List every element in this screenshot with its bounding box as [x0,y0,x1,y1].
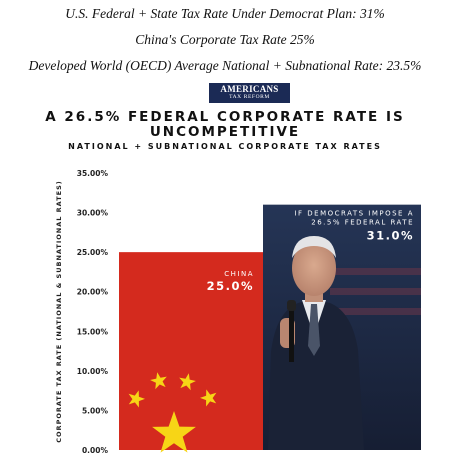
tie [308,304,320,356]
flag-stripe [330,268,421,275]
y-tick-label: 35.00% [77,169,109,178]
y-tick-label: 25.00% [77,248,109,257]
bar-value-china: 25.0% [207,279,254,293]
headline-oecd-rate: Developed World (OECD) Average National … [28,58,422,73]
logo-line-1: AMERICANS [220,84,279,94]
y-tick-label: 10.00% [77,367,109,376]
y-tick-label: 15.00% [77,327,109,336]
bar-label-china: CHINA [224,270,254,278]
flag-small-star-icon [150,372,167,390]
flag-big-star-icon [152,411,196,453]
flag-small-star-icon [200,389,217,407]
y-tick-label: 5.00% [82,406,109,415]
flag-small-star-icon [179,373,196,391]
microphone-icon [289,306,294,362]
chart-subtitle: NATIONAL + SUBNATIONAL CORPORATE TAX RAT… [68,142,382,151]
y-axis: 0.00% 5.00% 10.00% 15.00% 20.00% 25.00% 30.00%… [77,169,109,455]
headline-us-rate: U.S. Federal + State Tax Rate Under Demo… [65,6,385,21]
headline-china-rate: China's Corporate Tax Rate 25% [135,32,315,47]
bar-china [119,252,263,450]
logo-line-2: TAX REFORM [229,94,270,100]
chart-title-line-2: UNCOMPETITIVE [149,124,301,140]
flag-stripe [330,308,421,315]
speaker-photo [268,236,364,450]
bar-label-us: IF DEMOCRATS IMPOSE A [294,210,414,218]
y-tick-label: 0.00% [82,446,109,455]
americans-for-tax-reform-logo: AMERICANS TAX REFORM [209,83,290,103]
y-tick-label: 30.00% [77,209,109,218]
y-tick-label: 20.00% [77,288,109,297]
chart-title-line-1: A 26.5% FEDERAL CORPORATE RATE IS [45,109,405,125]
bar-label-us: 26.5% FEDERAL RATE [311,219,414,227]
head [292,240,336,296]
y-axis-label: CORPORATE TAX RATE (NATIONAL & SUBNATION… [55,180,63,442]
flag-small-star-icon [128,390,145,408]
bar-value-us: 31.0% [367,229,414,243]
flag-stripe [330,288,421,295]
hair [292,236,336,258]
microphone-head [287,300,296,311]
